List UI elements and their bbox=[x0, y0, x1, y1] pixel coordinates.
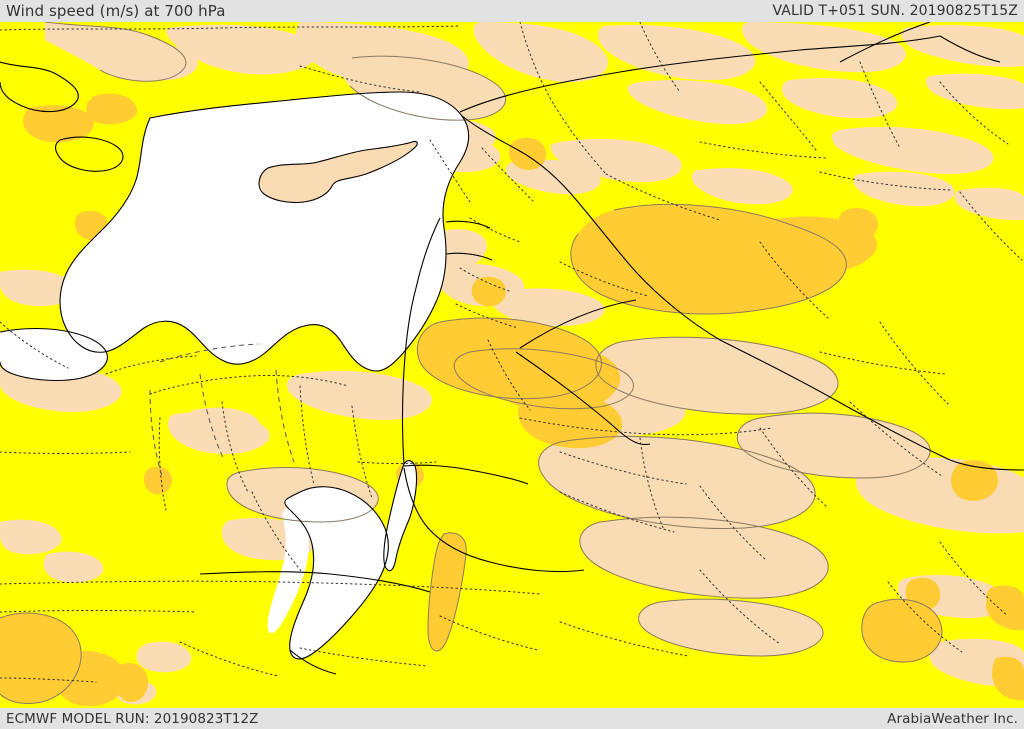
map-canvas[interactable] bbox=[0, 22, 1024, 709]
page-title: Wind speed (m/s) at 700 hPa bbox=[6, 2, 226, 20]
sea-mask-layer bbox=[0, 92, 469, 659]
country-borders bbox=[199, 22, 1024, 675]
header-bar: Wind speed (m/s) at 700 hPa VALID T+051 … bbox=[0, 0, 1024, 22]
coastlines bbox=[0, 61, 470, 660]
weather-map-svg[interactable] bbox=[0, 22, 1024, 709]
footer-bar: ECMWF MODEL RUN: 20190823T12Z ArabiaWeat… bbox=[0, 708, 1024, 729]
brand-label: ArabiaWeather Inc. bbox=[887, 710, 1018, 727]
contour-lines bbox=[0, 22, 943, 704]
admin-borders bbox=[0, 22, 1023, 683]
valid-time-label: VALID T+051 SUN. 20190825T15Z bbox=[772, 3, 1018, 19]
disputed-borders bbox=[149, 343, 295, 477]
model-run-label: ECMWF MODEL RUN: 20190823T12Z bbox=[6, 710, 259, 727]
fill-layer-high bbox=[0, 93, 1024, 707]
